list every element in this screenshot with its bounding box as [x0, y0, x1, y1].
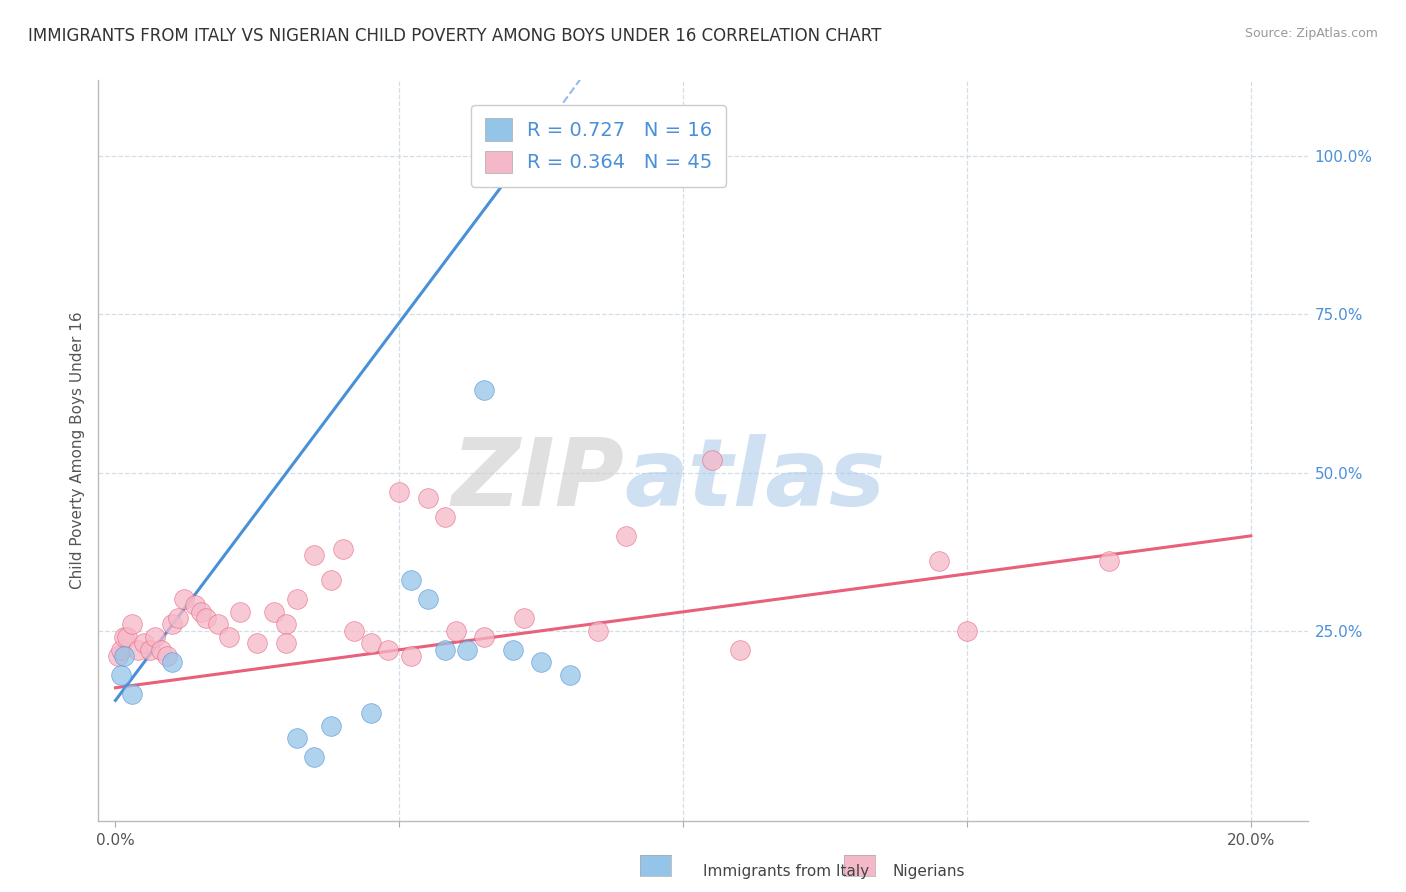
Point — [1098, 554, 1121, 568]
Legend: R = 0.727   N = 16, R = 0.364   N = 45: R = 0.727 N = 16, R = 0.364 N = 45 — [471, 104, 725, 186]
Point — [107, 649, 129, 664]
Point — [433, 509, 456, 524]
Point — [502, 642, 524, 657]
Point — [285, 592, 308, 607]
Point — [195, 611, 218, 625]
Point — [110, 642, 132, 657]
Point — [160, 617, 183, 632]
Point — [173, 592, 195, 607]
Point — [614, 529, 637, 543]
Point — [343, 624, 366, 638]
Point — [149, 642, 172, 657]
Point — [530, 656, 553, 670]
Point — [246, 636, 269, 650]
Point — [112, 630, 135, 644]
Point — [433, 642, 456, 657]
Point — [399, 573, 422, 587]
Text: Nigerians: Nigerians — [893, 864, 966, 879]
Point — [121, 687, 143, 701]
Point — [416, 592, 439, 607]
Point — [127, 642, 149, 657]
Point — [377, 642, 399, 657]
Point — [138, 642, 160, 657]
Point — [416, 491, 439, 505]
Point — [218, 630, 240, 644]
Point — [285, 731, 308, 746]
Point — [586, 624, 609, 638]
Point — [274, 636, 297, 650]
Point — [263, 605, 285, 619]
Text: Source: ZipAtlas.com: Source: ZipAtlas.com — [1244, 27, 1378, 40]
Point — [444, 624, 467, 638]
Point — [474, 384, 496, 398]
Point — [190, 605, 212, 619]
Point — [132, 636, 155, 650]
Point — [302, 548, 325, 562]
Point — [143, 630, 166, 644]
Point — [321, 573, 343, 587]
Text: Immigrants from Italy: Immigrants from Italy — [703, 864, 869, 879]
Point — [321, 719, 343, 733]
Point — [928, 554, 950, 568]
Point — [474, 630, 496, 644]
Point — [388, 484, 411, 499]
Text: IMMIGRANTS FROM ITALY VS NIGERIAN CHILD POVERTY AMONG BOYS UNDER 16 CORRELATION : IMMIGRANTS FROM ITALY VS NIGERIAN CHILD … — [28, 27, 882, 45]
Point — [360, 706, 382, 720]
Point — [155, 649, 177, 664]
Text: atlas: atlas — [624, 434, 886, 526]
Point — [302, 750, 325, 764]
Point — [160, 656, 183, 670]
Point — [110, 668, 132, 682]
Point — [332, 541, 354, 556]
Point — [700, 453, 723, 467]
Point — [184, 599, 207, 613]
Point — [956, 624, 979, 638]
Point — [121, 617, 143, 632]
Point — [115, 630, 138, 644]
Point — [399, 649, 422, 664]
Text: ZIP: ZIP — [451, 434, 624, 526]
Point — [207, 617, 229, 632]
Y-axis label: Child Poverty Among Boys Under 16: Child Poverty Among Boys Under 16 — [69, 311, 84, 590]
Point — [229, 605, 252, 619]
Point — [167, 611, 190, 625]
Point — [112, 649, 135, 664]
Point — [360, 636, 382, 650]
Point — [513, 611, 536, 625]
Point — [558, 668, 581, 682]
Point — [728, 642, 751, 657]
Point — [274, 617, 297, 632]
Point — [456, 642, 478, 657]
